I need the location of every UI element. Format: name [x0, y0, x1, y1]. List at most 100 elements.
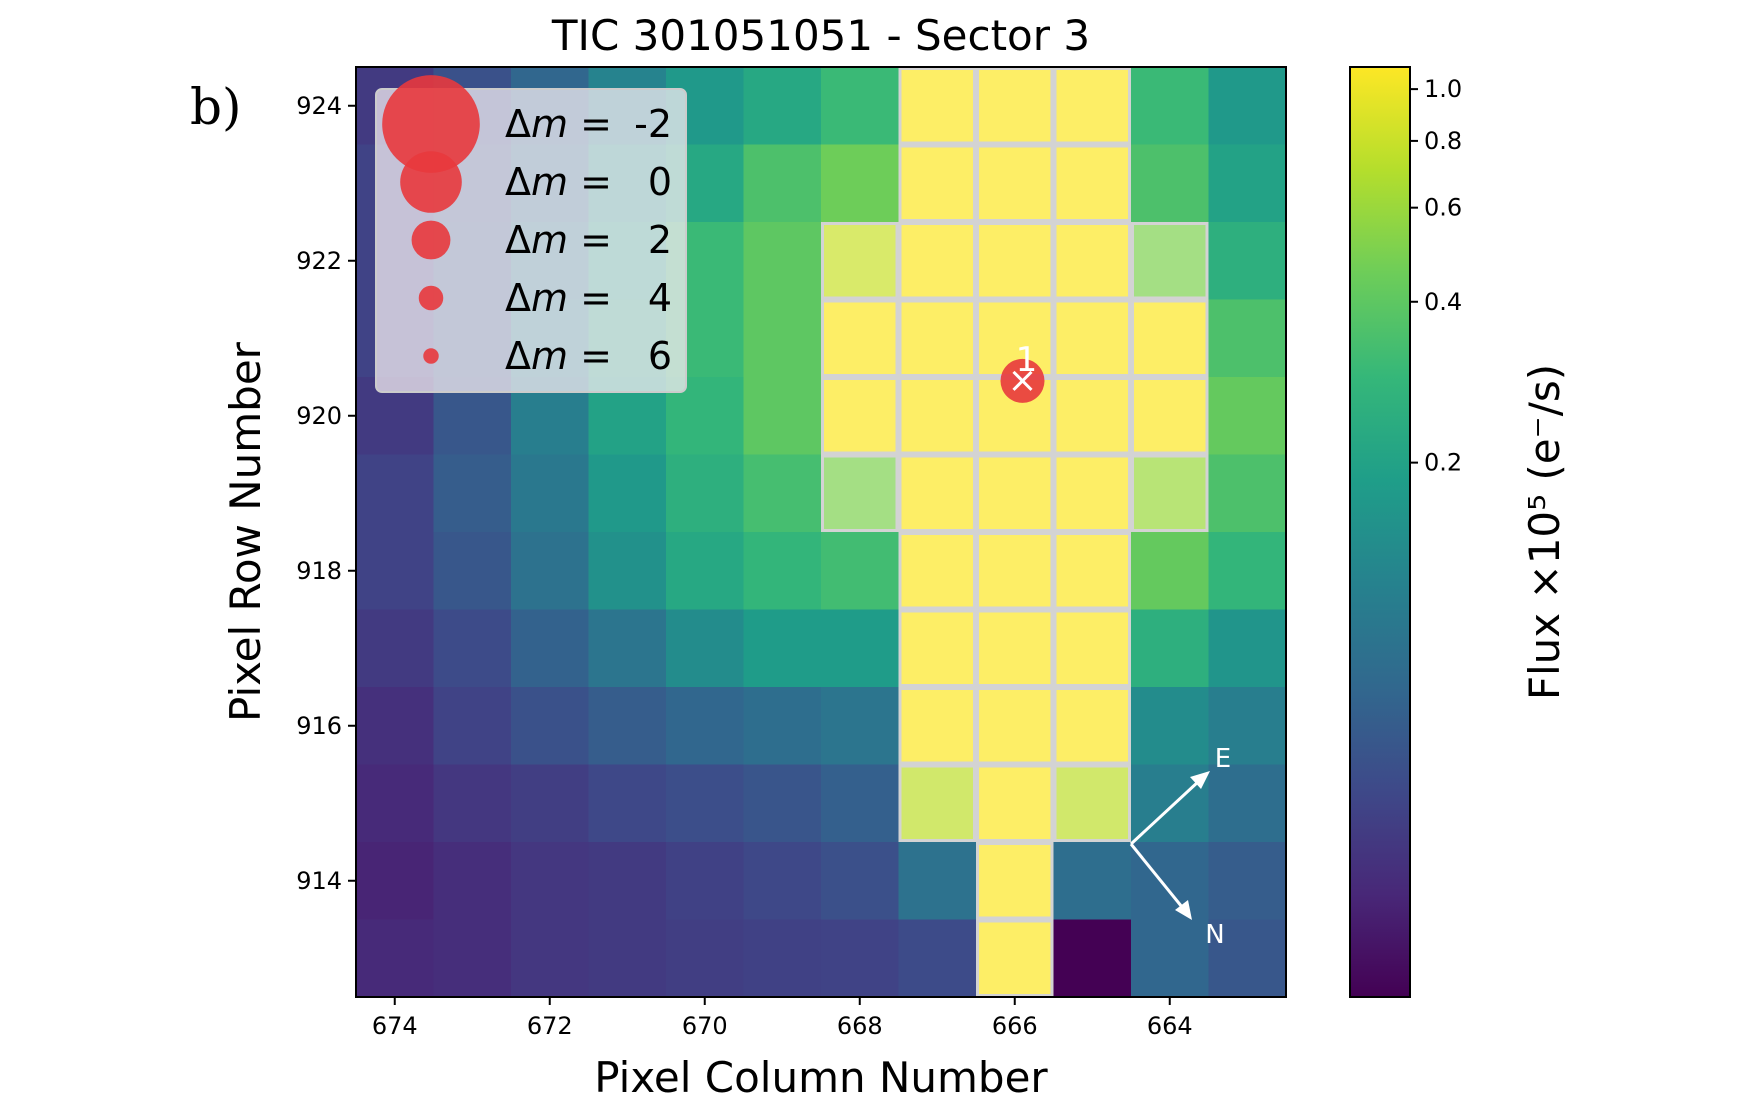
heatmap-cell — [821, 919, 900, 998]
aperture-pixel-outline — [976, 842, 1054, 920]
aperture-pixel-outline — [1131, 454, 1209, 532]
heatmap-cell — [511, 609, 590, 688]
aperture-overlay — [1053, 299, 1131, 377]
y-tick-label: 918 — [296, 557, 342, 585]
aperture-pixel-outline — [898, 377, 976, 455]
colorbar-tick-label: 0.6 — [1424, 194, 1462, 222]
legend-entry-label: Δm = -2 — [505, 102, 672, 146]
heatmap-cell — [666, 532, 745, 611]
heatmap-cell — [356, 687, 435, 766]
aperture-overlay — [976, 919, 1054, 997]
heatmap-cell — [1131, 454, 1210, 533]
heatmap-cell — [898, 67, 977, 146]
aperture-overlay — [821, 222, 899, 300]
aperture-mask — [821, 67, 1209, 997]
colorbar-label: Flux ×10⁵ (e⁻/s) — [1520, 364, 1569, 700]
x-tick-label: 670 — [682, 1012, 728, 1040]
aperture-overlay — [1053, 144, 1131, 222]
heatmap-cell — [1131, 609, 1210, 688]
compass-east-arrowhead — [1190, 771, 1210, 789]
aperture-overlay — [898, 299, 976, 377]
heatmap-cell — [356, 532, 435, 611]
heatmap-cell — [1208, 842, 1287, 921]
aperture-overlay — [976, 67, 1054, 145]
heatmap-cell — [898, 609, 977, 688]
heatmap-cell — [588, 609, 667, 688]
aperture-overlay — [1053, 687, 1131, 765]
heatmap-cell — [1053, 532, 1132, 611]
aperture-overlay — [898, 454, 976, 532]
aperture-overlay — [976, 609, 1054, 687]
aperture-overlay — [898, 609, 976, 687]
heatmap-cell — [1053, 454, 1132, 533]
heatmap-cell — [1131, 144, 1210, 223]
heatmap-cell — [1131, 222, 1210, 301]
colorbar-tick-label: 0.2 — [1424, 449, 1462, 477]
heatmap-cell — [743, 222, 822, 301]
aperture-pixel-outline — [976, 764, 1054, 842]
heatmap-cell — [898, 454, 977, 533]
heatmap-cell — [1053, 144, 1132, 223]
colorbar-tick-label: 1.0 — [1424, 75, 1462, 103]
aperture-overlay — [976, 454, 1054, 532]
heatmap-cell — [976, 919, 1055, 998]
aperture-overlay — [1131, 222, 1209, 300]
legend-delta: Δ — [505, 160, 531, 204]
legend-marker — [418, 285, 444, 311]
heatmap-cell — [1208, 377, 1287, 456]
heatmap-cell — [1208, 144, 1287, 223]
heatmap-cell — [821, 842, 900, 921]
heatmap-cell — [743, 842, 822, 921]
aperture-pixel-outline — [821, 222, 899, 300]
legend-equals: = — [568, 160, 624, 204]
heatmap-cell — [898, 222, 977, 301]
heatmap-cell — [743, 144, 822, 223]
heatmap-cell — [976, 609, 1055, 688]
heatmap-cell — [1053, 919, 1132, 998]
plot-frame — [355, 66, 1287, 998]
compass-north-arrowhead — [1175, 900, 1192, 920]
heatmap-cell — [356, 919, 435, 998]
heatmap-cell — [976, 222, 1055, 301]
legend-delta: Δ — [505, 102, 531, 146]
aperture-overlay — [821, 454, 899, 532]
aperture-pixel-outline — [898, 609, 976, 687]
heatmap-cell — [356, 842, 435, 921]
x-tick-label: 666 — [992, 1012, 1038, 1040]
x-axis-label: Pixel Column Number — [594, 1053, 1048, 1102]
legend-equals: = — [568, 102, 624, 146]
x-tick-label: 664 — [1147, 1012, 1193, 1040]
heatmap-cell — [356, 609, 435, 688]
heatmap-cell — [1208, 67, 1287, 146]
heatmap-cell — [821, 377, 900, 456]
heatmap-cell — [898, 919, 977, 998]
heatmap-cell — [898, 842, 977, 921]
heatmap-cell — [356, 454, 435, 533]
heatmap-cell — [1131, 67, 1210, 146]
heatmap-cell — [898, 299, 977, 378]
aperture-overlay — [976, 764, 1054, 842]
heatmap-cell — [1208, 532, 1287, 611]
heatmap-cell — [1131, 299, 1210, 378]
heatmap-cell — [1208, 609, 1287, 688]
legend-value: 0 — [648, 160, 672, 204]
heatmap-cell — [743, 299, 822, 378]
aperture-overlay — [976, 222, 1054, 300]
aperture-pixel-outline — [821, 454, 899, 532]
aperture-pixel-outline — [1131, 222, 1209, 300]
legend-value: -2 — [634, 102, 672, 146]
heatmap-cell — [743, 67, 822, 146]
heatmap-cell — [821, 687, 900, 766]
legend-variable: m — [531, 276, 568, 320]
heatmap-cell — [976, 687, 1055, 766]
aperture-overlay — [1053, 377, 1131, 455]
aperture-overlay — [821, 299, 899, 377]
heatmap-cell — [1053, 764, 1132, 843]
legend-marker — [411, 220, 451, 260]
aperture-overlay — [898, 764, 976, 842]
aperture-overlay — [1053, 67, 1131, 145]
heatmap-cell — [1208, 222, 1287, 301]
target-label: 1 — [1016, 340, 1038, 380]
heatmap-cell — [588, 454, 667, 533]
chart-title: TIC 301051051 - Sector 3 — [551, 11, 1090, 60]
